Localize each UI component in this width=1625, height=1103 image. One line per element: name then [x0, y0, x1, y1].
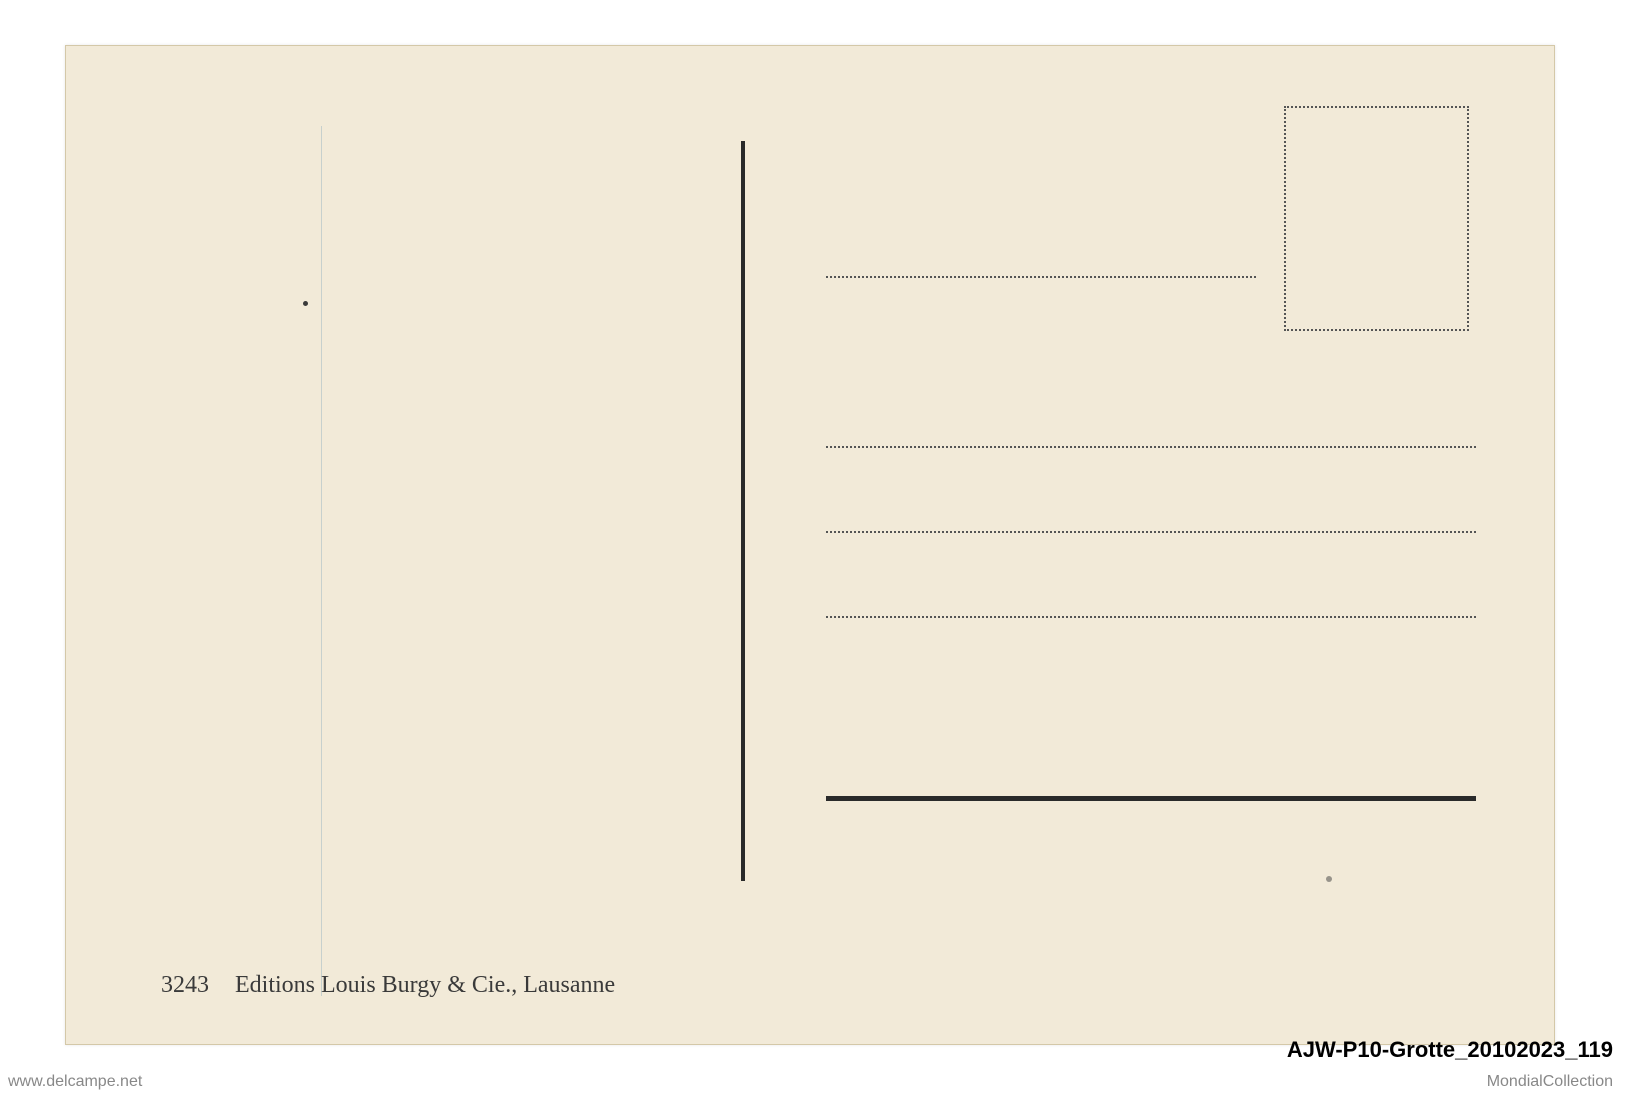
age-spot — [303, 301, 308, 306]
publisher-info: 3243 Editions Louis Burgy & Cie., Lausan… — [161, 972, 615, 999]
watermark-right: MondialCollection — [1487, 1073, 1613, 1091]
address-line — [826, 616, 1476, 618]
publisher-text: Editions Louis Burgy & Cie., Lausanne — [235, 972, 615, 998]
filename-label: AJW-P10-Grotte_20102023_119 — [1287, 1037, 1613, 1063]
stamp-placeholder — [1284, 106, 1469, 331]
watermark-left: www.delcampe.net — [8, 1073, 142, 1091]
address-line — [826, 276, 1256, 278]
fold-line — [321, 126, 322, 996]
address-line — [826, 446, 1476, 448]
address-line — [826, 531, 1476, 533]
publisher-number: 3243 — [161, 972, 209, 998]
age-spot — [1326, 876, 1332, 882]
postcard-back: 3243 Editions Louis Burgy & Cie., Lausan… — [65, 45, 1555, 1045]
center-divider — [741, 141, 745, 881]
emphasis-line — [826, 796, 1476, 801]
